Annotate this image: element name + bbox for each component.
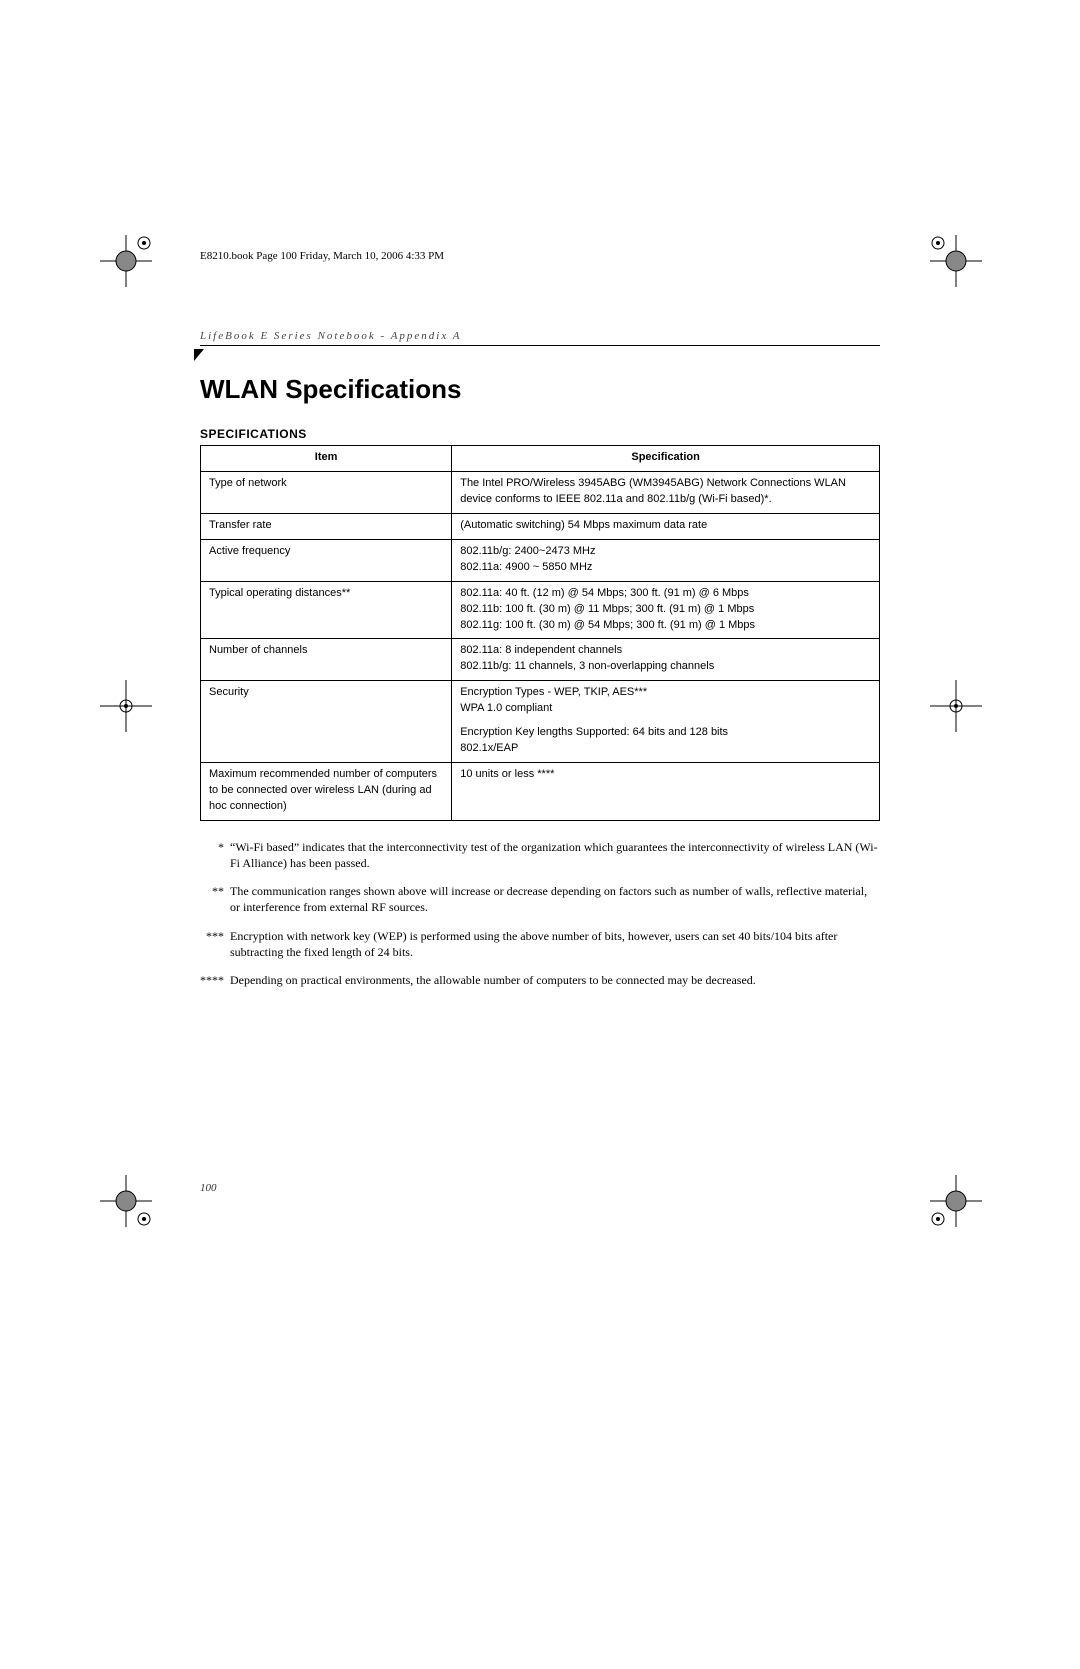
footnote: ****Depending on practical environments,… (200, 972, 880, 988)
spec-paragraph: 10 units or less **** (460, 767, 871, 783)
running-header-text: LifeBook E Series Notebook - Appendix A (200, 330, 462, 342)
table-cell-item: Security (201, 681, 452, 763)
crop-mark-icon (100, 235, 152, 287)
page-number: 100 (200, 1182, 217, 1194)
spec-table: Item Specification Type of networkThe In… (200, 445, 880, 821)
footnote: *“Wi-Fi based” indicates that the interc… (200, 839, 880, 871)
table-row: Type of networkThe Intel PRO/Wireless 39… (201, 471, 880, 513)
table-cell-spec: (Automatic switching) 54 Mbps maximum da… (452, 513, 880, 539)
crop-mark-icon (930, 680, 982, 732)
table-cell-item: Transfer rate (201, 513, 452, 539)
table-row: Active frequency802.11b/g: 2400~2473 MHz… (201, 539, 880, 581)
footnote-text: Depending on practical environments, the… (230, 972, 880, 988)
footnote-text: The communication ranges shown above wil… (230, 883, 880, 915)
section-heading: SPECIFICATIONS (200, 427, 880, 441)
spec-paragraph: The Intel PRO/Wireless 3945ABG (WM3945AB… (460, 476, 871, 508)
table-cell-item: Type of network (201, 471, 452, 513)
running-header: LifeBook E Series Notebook - Appendix A (200, 330, 880, 346)
page-title: WLAN Specifications (200, 374, 880, 405)
table-header-row: Item Specification (201, 446, 880, 472)
table-header-spec: Specification (452, 446, 880, 472)
footnote-text: “Wi-Fi based” indicates that the interco… (230, 839, 880, 871)
crop-mark-icon (100, 1175, 152, 1227)
table-row: Maximum recommended number of computers … (201, 763, 880, 821)
crop-mark-icon (100, 680, 152, 732)
table-cell-spec: 802.11a: 40 ft. (12 m) @ 54 Mbps; 300 ft… (452, 581, 880, 639)
header-tab-icon (194, 349, 204, 361)
spec-paragraph: Encryption Types - WEP, TKIP, AES***WPA … (460, 685, 871, 717)
table-row: Number of channels802.11a: 8 independent… (201, 639, 880, 681)
spec-paragraph: Encryption Key lengths Supported: 64 bit… (460, 725, 871, 757)
table-row: Typical operating distances**802.11a: 40… (201, 581, 880, 639)
table-cell-spec: 802.11b/g: 2400~2473 MHz802.11a: 4900 ~ … (452, 539, 880, 581)
table-row: Transfer rate (Automatic switching) 54 Mb… (201, 513, 880, 539)
footnote-text: Encryption with network key (WEP) is per… (230, 928, 880, 960)
table-cell-item: Number of channels (201, 639, 452, 681)
table-header-item: Item (201, 446, 452, 472)
table-cell-spec: 10 units or less **** (452, 763, 880, 821)
footnote-marker: ** (200, 883, 230, 915)
footnote: ***Encryption with network key (WEP) is … (200, 928, 880, 960)
table-cell-item: Typical operating distances** (201, 581, 452, 639)
table-cell-spec: 802.11a: 8 independent channels802.11b/g… (452, 639, 880, 681)
spec-paragraph: 802.11a: 40 ft. (12 m) @ 54 Mbps; 300 ft… (460, 586, 871, 634)
crop-header-text: E8210.book Page 100 Friday, March 10, 20… (200, 250, 880, 262)
spec-paragraph: 802.11b/g: 2400~2473 MHz802.11a: 4900 ~ … (460, 544, 871, 576)
footnote-marker: * (200, 839, 230, 871)
spec-paragraph: 802.11a: 8 independent channels802.11b/g… (460, 643, 871, 675)
footnotes: *“Wi-Fi based” indicates that the interc… (200, 839, 880, 988)
table-row: SecurityEncryption Types - WEP, TKIP, AE… (201, 681, 880, 763)
table-cell-item: Active frequency (201, 539, 452, 581)
footnote-marker: *** (200, 928, 230, 960)
footnote: **The communication ranges shown above w… (200, 883, 880, 915)
spec-paragraph: (Automatic switching) 54 Mbps maximum da… (460, 518, 871, 534)
page-content: E8210.book Page 100 Friday, March 10, 20… (200, 250, 880, 1000)
table-cell-spec: Encryption Types - WEP, TKIP, AES***WPA … (452, 681, 880, 763)
table-cell-item: Maximum recommended number of computers … (201, 763, 452, 821)
crop-mark-icon (930, 235, 982, 287)
crop-mark-icon (930, 1175, 982, 1227)
table-cell-spec: The Intel PRO/Wireless 3945ABG (WM3945AB… (452, 471, 880, 513)
footnote-marker: **** (200, 972, 230, 988)
